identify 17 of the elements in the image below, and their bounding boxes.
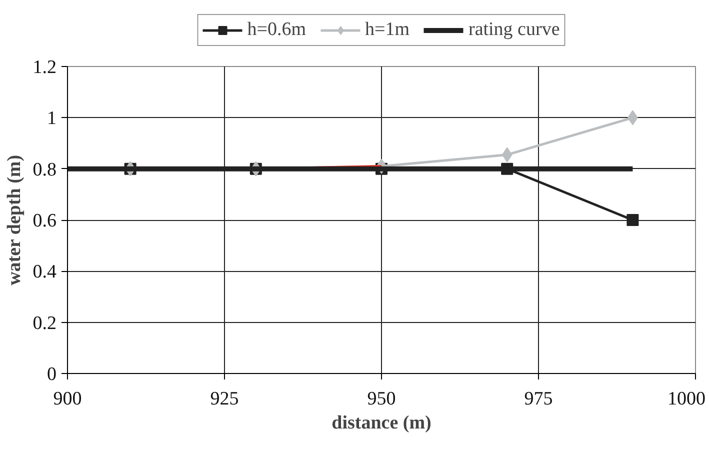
legend-label: rating curve [468,19,560,41]
legend-label: h=0.6m [247,19,306,41]
x-tick-label: 900 [53,388,82,410]
y-tick-label: 1.2 [32,57,56,78]
y-tick-label: 0 [47,364,56,385]
y-axis-title: water depth (m) [4,154,25,286]
y-tick-label: 0.6 [32,210,56,232]
x-tick-label: 1000 [668,388,706,410]
x-tick-label: 975 [524,388,553,410]
x-tick-label: 925 [210,388,239,410]
y-tick-label: 1 [47,108,56,130]
y-tick-label: 0.8 [32,159,56,180]
legend-label: h=1m [364,19,410,41]
x-axis-title: distance (m) [332,412,432,434]
x-tick-label: 950 [367,388,396,410]
y-tick-label: 0.2 [32,312,56,334]
y-tick-label: 0.4 [32,262,57,283]
